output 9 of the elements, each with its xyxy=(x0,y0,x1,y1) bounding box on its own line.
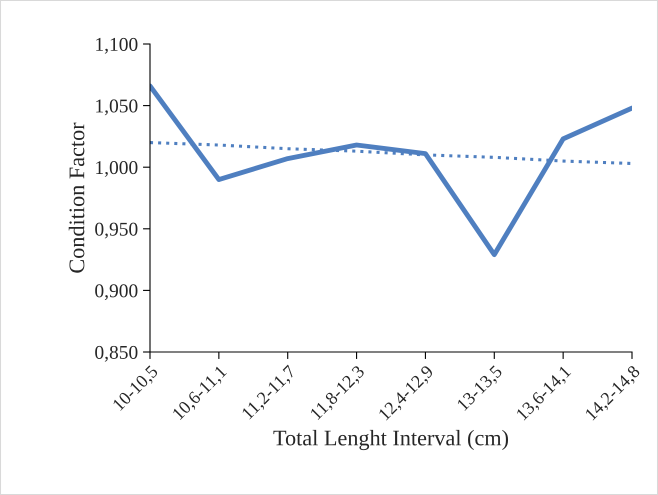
y-tick-label: 0,900 xyxy=(95,284,138,300)
y-tick-label: 1,000 xyxy=(96,161,138,177)
y-tick-label: 1,050 xyxy=(96,99,138,116)
y-tick-label: 1,100 xyxy=(96,38,138,54)
x-axis-title: Total Lenght Interval (cm) xyxy=(273,430,508,450)
y-tick-label: 0,950 xyxy=(95,222,138,239)
line-series xyxy=(150,83,632,258)
y-tick-label: 0,850 xyxy=(95,346,138,362)
y-axis-title: Condition Factor xyxy=(68,122,84,273)
